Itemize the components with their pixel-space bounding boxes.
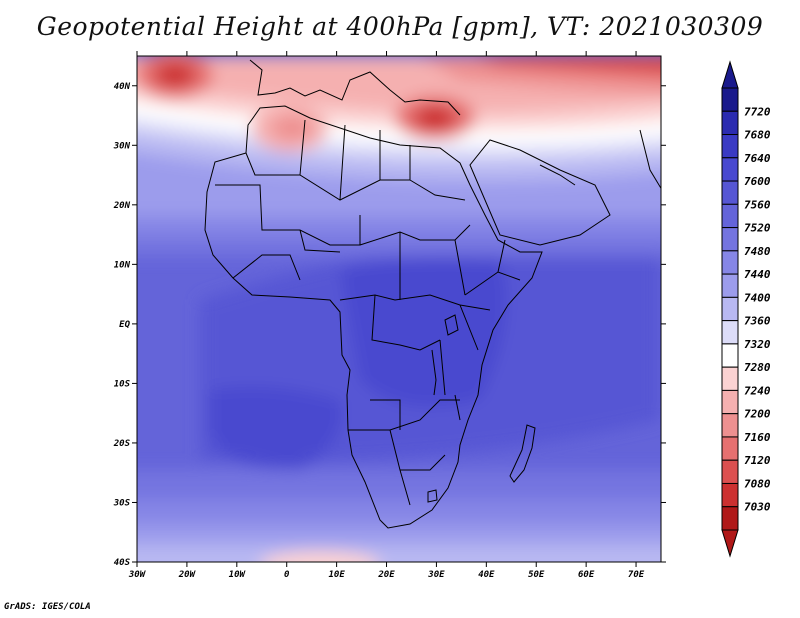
lon-tick-label: 0 — [284, 570, 290, 580]
lat-tick-label: 40S — [114, 558, 131, 568]
colorbar-label: 7400 — [744, 291, 771, 304]
colorbar-swatch — [721, 157, 739, 182]
madagascar — [509, 424, 536, 483]
lon-tick-label: 20E — [377, 570, 395, 580]
colorbar-swatch — [721, 459, 739, 484]
europe-coast — [249, 59, 461, 116]
lat-tick-label: 10N — [114, 260, 131, 270]
africa-coastline — [204, 105, 543, 529]
india-coast — [639, 129, 661, 190]
colorbar-label: 7280 — [744, 361, 771, 374]
colorbar: 7720 7680 7640 7600 7560 7520 7480 7440 7400 7360… — [721, 60, 771, 558]
colorbar-swatch — [721, 320, 739, 345]
lat-tick-label: 20N — [113, 201, 131, 211]
lon-tick-label: 30W — [128, 570, 147, 580]
lon-tick-label: 60E — [578, 570, 595, 580]
colorbar-swatch — [721, 482, 739, 508]
lon-tick-label: 70E — [628, 570, 645, 580]
borders-east — [439, 239, 521, 396]
colorbar-swatch — [721, 180, 739, 205]
lat-tick-label: EQ — [119, 320, 130, 330]
colorbar-swatch — [721, 87, 739, 112]
colorbar-swatch — [721, 203, 739, 229]
lat-tick-label: 30N — [113, 141, 131, 151]
arabian-peninsula — [469, 139, 611, 246]
colorbar-label: 7360 — [744, 315, 771, 328]
latitude-axis: 40N 30N 20N 10N EQ 10S 20S 30S 40S — [113, 82, 666, 568]
colorbar-label: 7440 — [744, 268, 771, 281]
persian-gulf — [539, 164, 576, 186]
lon-tick-label: 40E — [478, 570, 495, 580]
lon-tick-label: 10W — [229, 570, 247, 580]
colorbar-label: 7480 — [744, 245, 771, 258]
colorbar-label: 7640 — [744, 152, 771, 165]
lat-tick-label: 20S — [113, 439, 131, 449]
lon-tick-label: 10E — [328, 570, 345, 580]
lon-tick-label: 30E — [427, 570, 445, 580]
colorbar-swatch — [721, 506, 739, 531]
colorbar-swatch — [721, 110, 739, 136]
colorbar-swatch — [721, 134, 739, 159]
colorbar-swatch — [721, 413, 739, 438]
colorbar-swatch — [721, 227, 739, 252]
colorbar-swatch — [721, 273, 739, 298]
plot-frame — [136, 55, 662, 563]
lon-tick-label: 50E — [528, 570, 545, 580]
lat-tick-label: 30S — [113, 498, 131, 508]
colorbar-label: 7320 — [744, 338, 771, 351]
borders-north — [245, 119, 466, 201]
coastlines — [204, 59, 661, 529]
longitude-axis: 30W 20W 10W 0 10E 20E 30E 40E 50E 60E 70E — [128, 51, 645, 580]
lake-malawi — [454, 394, 461, 421]
colorbar-label: 7240 — [744, 384, 771, 397]
colorbar-swatch — [721, 250, 739, 275]
colorbar-label: 7160 — [744, 431, 771, 444]
colorbar-label: 7600 — [744, 175, 771, 188]
colorbar-label: 7120 — [744, 454, 771, 467]
borders-south — [348, 399, 460, 506]
lesotho — [427, 489, 438, 503]
lake-tanganyika — [431, 349, 437, 396]
lat-tick-label: 40N — [114, 82, 131, 92]
grads-credit: GrADS: IGES/COLA — [4, 602, 91, 612]
lon-tick-label: 20W — [178, 570, 197, 580]
colorbar-label: 7680 — [744, 129, 771, 142]
colorbar-label: 7080 — [744, 477, 771, 490]
borders-central — [339, 224, 491, 351]
colorbar-label: 7030 — [744, 501, 771, 514]
colorbar-swatch — [721, 296, 739, 322]
colorbar-swatch — [721, 366, 739, 391]
colorbar-swatch — [721, 343, 739, 368]
colorbar-swatch — [721, 389, 739, 415]
map-title: Geopotential Height at 400hPa [gpm], VT:… — [36, 12, 764, 41]
colorbar-label: 7520 — [744, 222, 771, 235]
colorbar-label: 7720 — [744, 105, 771, 118]
geopotential-field — [137, 56, 661, 562]
colorbar-bottom-arrow — [721, 529, 739, 558]
lat-tick-label: 10S — [114, 379, 131, 389]
lake-victoria — [444, 314, 459, 336]
colorbar-label: 7200 — [744, 408, 771, 421]
colorbar-top-arrow — [721, 60, 739, 89]
colorbar-label: 7560 — [744, 198, 771, 211]
colorbar-swatch — [721, 436, 739, 461]
